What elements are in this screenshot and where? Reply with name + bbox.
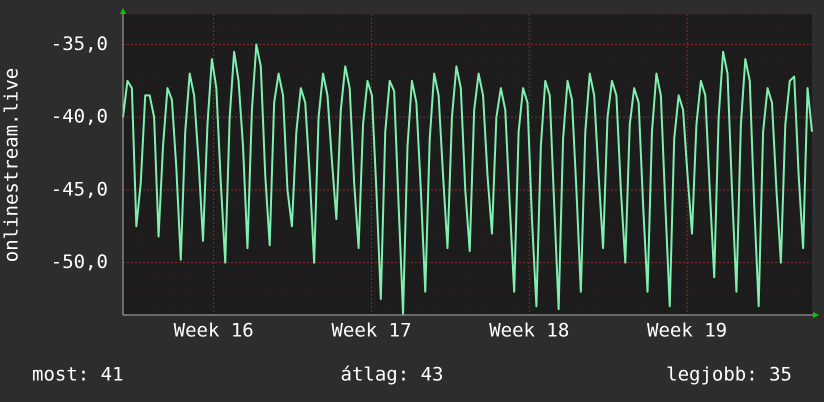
y-tick-label: -35,0 — [51, 33, 108, 55]
x-tick-label: Week 17 — [331, 320, 411, 342]
y-axis-title: onlinestream.live — [1, 68, 23, 262]
x-arrow — [813, 312, 819, 318]
data-line — [122, 43, 813, 315]
y-tick-label: -40,0 — [51, 106, 108, 128]
stat-current: most: 41 — [32, 364, 124, 386]
y-arrow — [120, 8, 126, 14]
y-tick-label: -50,0 — [51, 251, 108, 273]
stat-average: átlag: 43 — [341, 364, 444, 386]
x-tick-label: Week 18 — [489, 320, 569, 342]
y-tick-label: -45,0 — [51, 178, 108, 200]
minor-grid — [123, 14, 812, 315]
stat-best: legjobb: 35 — [666, 364, 792, 386]
x-tick-label: Week 16 — [174, 320, 254, 342]
x-tick-label: Week 19 — [647, 320, 727, 342]
